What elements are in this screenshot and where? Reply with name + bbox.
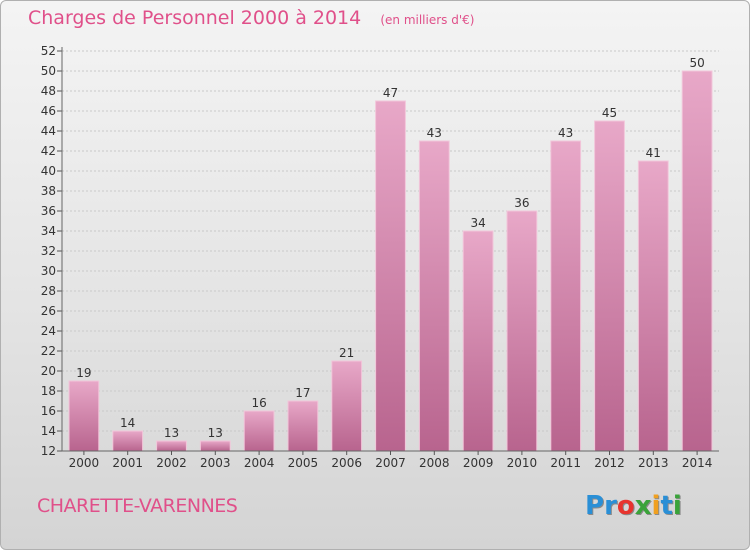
bar xyxy=(156,440,187,452)
x-tick-label: 2012 xyxy=(594,456,625,470)
logo-letter: x xyxy=(634,491,652,521)
logo-letter: t xyxy=(660,491,673,521)
x-tick-label: 2010 xyxy=(507,456,538,470)
bar xyxy=(375,100,406,452)
bar-value-label: 13 xyxy=(164,426,179,440)
logo-letter: o xyxy=(616,491,635,521)
x-tick-label: 2007 xyxy=(375,456,406,470)
bar xyxy=(462,230,494,452)
y-tick-label: 42 xyxy=(41,144,56,158)
bar-value-label: 21 xyxy=(339,346,354,360)
logo-letter: r xyxy=(604,491,617,521)
bar xyxy=(199,440,231,452)
y-tick-label: 18 xyxy=(41,384,56,398)
x-tick-label: 2005 xyxy=(288,456,319,470)
bar-value-label: 34 xyxy=(470,216,485,230)
bar xyxy=(637,160,669,452)
title-row: Charges de Personnel 2000 à 2014 (en mil… xyxy=(28,7,474,29)
chart-subtitle: (en milliers d'€) xyxy=(380,13,475,27)
bar xyxy=(506,210,538,452)
bar xyxy=(331,360,363,452)
bar xyxy=(287,400,319,452)
logo-letter: i xyxy=(651,491,661,521)
bar-value-label: 17 xyxy=(295,386,310,400)
y-tick-label: 52 xyxy=(41,44,56,58)
bar xyxy=(418,140,450,452)
bar-value-label: 19 xyxy=(76,366,91,380)
y-tick-label: 22 xyxy=(41,344,56,358)
y-tick-label: 30 xyxy=(41,264,56,278)
x-tick-label: 2013 xyxy=(638,456,669,470)
chart-title: Charges de Personnel 2000 à 2014 xyxy=(28,7,362,29)
bar-value-label: 41 xyxy=(646,146,661,160)
y-tick-label: 12 xyxy=(41,444,56,458)
logo-letter: P xyxy=(585,491,605,521)
y-tick-label: 46 xyxy=(41,104,56,118)
y-tick-label: 26 xyxy=(41,304,56,318)
x-tick-label: 2011 xyxy=(550,456,581,470)
logo-letter: i xyxy=(672,491,682,521)
x-tick-label: 2002 xyxy=(156,456,187,470)
x-tick-label: 2014 xyxy=(682,456,713,470)
bar-value-label: 13 xyxy=(208,426,223,440)
y-tick-label: 16 xyxy=(41,404,56,418)
x-tick-label: 2004 xyxy=(244,456,275,470)
y-tick-label: 28 xyxy=(41,284,56,298)
bar xyxy=(112,430,144,452)
y-tick-label: 36 xyxy=(41,204,56,218)
bar xyxy=(243,410,275,452)
bar-value-label: 50 xyxy=(689,56,704,70)
y-tick-label: 32 xyxy=(41,244,56,258)
y-tick-label: 20 xyxy=(41,364,56,378)
bar-value-label: 14 xyxy=(120,416,135,430)
x-tick-label: 2009 xyxy=(463,456,494,470)
y-tick-label: 44 xyxy=(41,124,56,138)
bar xyxy=(68,380,100,452)
y-tick-label: 40 xyxy=(41,164,56,178)
y-tick-label: 34 xyxy=(41,224,56,238)
y-tick-label: 14 xyxy=(41,424,56,438)
x-tick-label: 2003 xyxy=(200,456,231,470)
bar xyxy=(681,70,713,452)
x-tick-label: 2008 xyxy=(419,456,450,470)
bar-value-label: 43 xyxy=(427,126,442,140)
y-tick-label: 24 xyxy=(41,324,56,338)
bar-value-label: 47 xyxy=(383,86,398,100)
commune-name: CHARETTE-VARENNES xyxy=(37,495,238,517)
bar-value-label: 45 xyxy=(602,106,617,120)
x-tick-label: 2006 xyxy=(331,456,362,470)
bar-value-label: 43 xyxy=(558,126,573,140)
y-tick-label: 48 xyxy=(41,84,56,98)
y-tick-label: 38 xyxy=(41,184,56,198)
bar xyxy=(594,120,625,452)
bar xyxy=(550,140,582,452)
proxiti-logo: Proxiti xyxy=(585,491,682,521)
x-tick-label: 2000 xyxy=(69,456,100,470)
y-tick-label: 50 xyxy=(41,64,56,78)
x-tick-label: 2001 xyxy=(112,456,143,470)
bar-value-label: 36 xyxy=(514,196,529,210)
bar-value-label: 16 xyxy=(251,396,266,410)
